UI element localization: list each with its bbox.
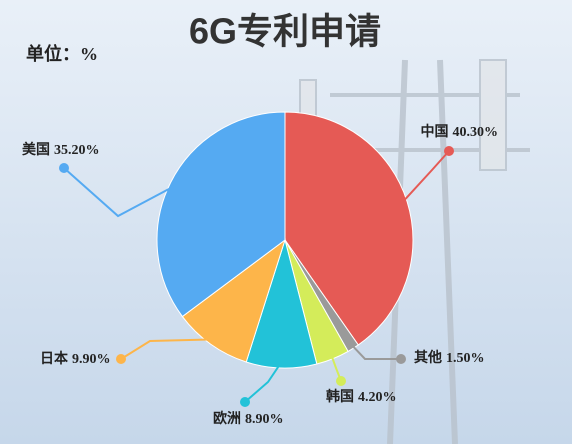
category-label: 欧洲 bbox=[213, 410, 241, 427]
slice-label: 欧洲 8.90% bbox=[213, 410, 284, 427]
value-label: 40.30% bbox=[453, 125, 499, 140]
leader-line bbox=[120, 338, 215, 360]
slice-label: 中国 40.30% bbox=[421, 123, 499, 140]
pie-slice bbox=[284, 111, 414, 346]
leader-line bbox=[400, 150, 450, 205]
leader-line bbox=[244, 361, 283, 403]
category-label: 其他 bbox=[414, 349, 442, 366]
leader-dot bbox=[396, 354, 406, 364]
slice-label: 其他 1.50% bbox=[414, 349, 485, 366]
slice-label: 日本 9.90% bbox=[40, 350, 111, 367]
leader-dot bbox=[444, 146, 454, 156]
slice-label: 美国 35.20% bbox=[22, 141, 100, 158]
slice-label: 韩国 4.20% bbox=[326, 388, 397, 405]
value-label: 8.90% bbox=[245, 412, 284, 427]
unit-label: 单位：% bbox=[26, 43, 98, 64]
leader-dot bbox=[59, 163, 69, 173]
pie-slice bbox=[181, 238, 286, 363]
leader-line bbox=[349, 342, 401, 360]
category-label: 中国 bbox=[421, 123, 449, 140]
value-label: 9.90% bbox=[72, 352, 111, 367]
value-label: 4.20% bbox=[358, 390, 397, 405]
leader-line bbox=[63, 167, 177, 218]
leader-dot bbox=[116, 354, 126, 364]
leader-dot bbox=[240, 397, 250, 407]
leader-dot bbox=[336, 376, 346, 386]
value-label: 35.20% bbox=[54, 143, 100, 158]
chart-title: 6G专利申请 bbox=[189, 11, 381, 52]
category-label: 韩国 bbox=[326, 388, 354, 405]
category-label: 日本 bbox=[40, 350, 69, 367]
category-label: 美国 bbox=[22, 141, 50, 158]
value-label: 1.50% bbox=[446, 351, 485, 366]
pie-slice bbox=[156, 111, 286, 318]
